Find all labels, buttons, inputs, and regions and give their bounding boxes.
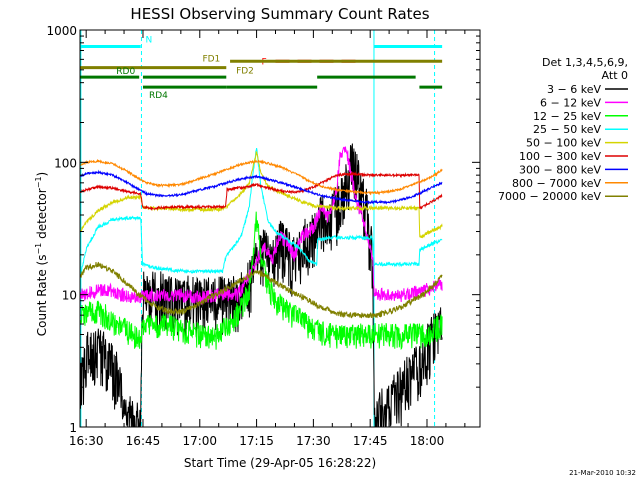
legend-label-4: 25 − 50 keV xyxy=(533,123,601,136)
footer-date: 21-Mar-2010 10:32 xyxy=(569,469,636,477)
legend-label-1: 3 − 6 keV xyxy=(547,83,601,96)
x-axis-label: Start Time (29-Apr-05 16:28:22) xyxy=(184,456,376,470)
series-line-8 xyxy=(80,158,443,196)
y-tick-label-1: 10 xyxy=(62,289,77,303)
flag-label-rd4: RD4 xyxy=(149,91,168,101)
series-layer xyxy=(80,143,443,428)
x-tick-label-1: 16:45 xyxy=(126,434,161,448)
flag-label-n: N xyxy=(145,36,152,46)
legend-label-8: 800 − 7000 keV xyxy=(512,177,601,190)
x-tick-label-3: 17:15 xyxy=(239,434,274,448)
legend-label-6: 100 − 300 keV xyxy=(519,150,601,163)
y-axis-label: Count Rate (s−1 detector−1) xyxy=(34,172,49,336)
legend-label-5: 50 − 100 keV xyxy=(526,137,601,150)
flag-layer: NFFD1FD2RD0RD4 xyxy=(80,36,443,101)
flag-label-fd1: FD1 xyxy=(202,55,220,65)
chart-title: HESSI Observing Summary Count Rates xyxy=(130,5,429,23)
series-line-9 xyxy=(80,261,443,319)
legend-label-2: 6 − 12 keV xyxy=(540,96,601,109)
legend-header-2: Att 0 xyxy=(602,69,628,82)
y-tick-label-3: 1000 xyxy=(46,24,77,38)
flag-label-rd0: RD0 xyxy=(116,67,135,77)
plot-frame xyxy=(79,29,481,428)
series-line-6 xyxy=(80,171,443,211)
axes-layer: 16:30 16:45 17:00 17:15 17:30 17:45 18:00 1 10 10… xyxy=(46,24,481,448)
x-tick-label-2: 17:00 xyxy=(182,434,217,448)
y-tick-label-0: 1 xyxy=(69,421,77,435)
x-tick-label-4: 17:30 xyxy=(296,434,331,448)
flag-label-fd2: FD2 xyxy=(236,66,254,76)
legend-label-7: 300 − 800 keV xyxy=(519,163,601,176)
x-tick-label-6: 18:00 xyxy=(410,434,445,448)
series-line-3 xyxy=(80,211,443,351)
series-line-7 xyxy=(80,169,443,205)
x-tick-label-5: 17:45 xyxy=(353,434,388,448)
y-tick-label-2: 100 xyxy=(54,156,77,170)
legend-label-9: 7000 − 20000 keV xyxy=(498,190,601,203)
legend-label-3: 12 − 25 keV xyxy=(533,110,601,123)
legend-header-1: Det 1,3,4,5,6,9, xyxy=(542,56,628,69)
x-tick-label-0: 16:30 xyxy=(69,434,104,448)
